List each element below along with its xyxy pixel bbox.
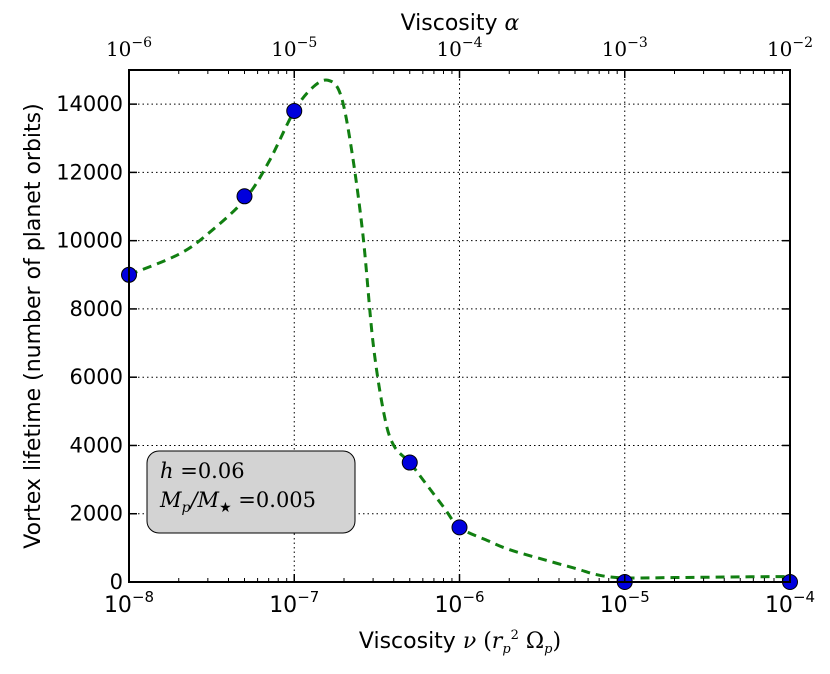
- top-tick-label: 10−4: [436, 35, 482, 61]
- y-tick-label: 2000: [70, 502, 123, 526]
- data-point: [286, 102, 303, 119]
- interpolation-curve: [128, 78, 791, 580]
- top-tick-label: 10−5: [271, 35, 317, 61]
- y-tick-label: 4000: [70, 433, 123, 457]
- axis-ticks: 10−8 10−7 10−6 10−5 10−4 0 2000 4000 6000 8000 100…: [56, 35, 815, 618]
- top-tick-label: 10−6: [106, 35, 152, 61]
- top-tick-label: 10−3: [602, 35, 648, 61]
- annotation-box-bg: [146, 450, 356, 534]
- data-point: [236, 188, 253, 205]
- y-tick-label: 0: [110, 570, 123, 594]
- y-tick-label: 10000: [56, 229, 123, 253]
- annotation-line-2: Mp/M★ =0.005: [159, 488, 316, 516]
- annotation-line-1: h =0.06: [160, 459, 245, 483]
- x-tick-label: 10−6: [434, 588, 484, 618]
- top-tick-label: 10−2: [767, 35, 813, 61]
- data-point: [451, 519, 468, 536]
- top-axis-label: Viscosity α: [401, 11, 520, 36]
- x-axis-label: Viscosity ν (rp2 Ωp): [359, 628, 561, 657]
- y-axis-label: Vortex lifetime (number of planet orbits…: [21, 103, 46, 548]
- x-tick-label: 10−5: [600, 588, 650, 618]
- annotation-box: h =0.06 Mp/M★ =0.005: [146, 450, 356, 534]
- y-tick-label: 6000: [70, 365, 123, 389]
- data-series: [121, 78, 798, 590]
- data-point: [401, 454, 418, 471]
- y-tick-label: 8000: [70, 297, 123, 321]
- y-tick-label: 12000: [56, 160, 123, 184]
- x-tick-label: 10−7: [269, 588, 319, 618]
- x-tick-label: 10−8: [104, 588, 154, 618]
- x-tick-label: 10−4: [765, 588, 815, 618]
- y-tick-label: 14000: [56, 92, 123, 116]
